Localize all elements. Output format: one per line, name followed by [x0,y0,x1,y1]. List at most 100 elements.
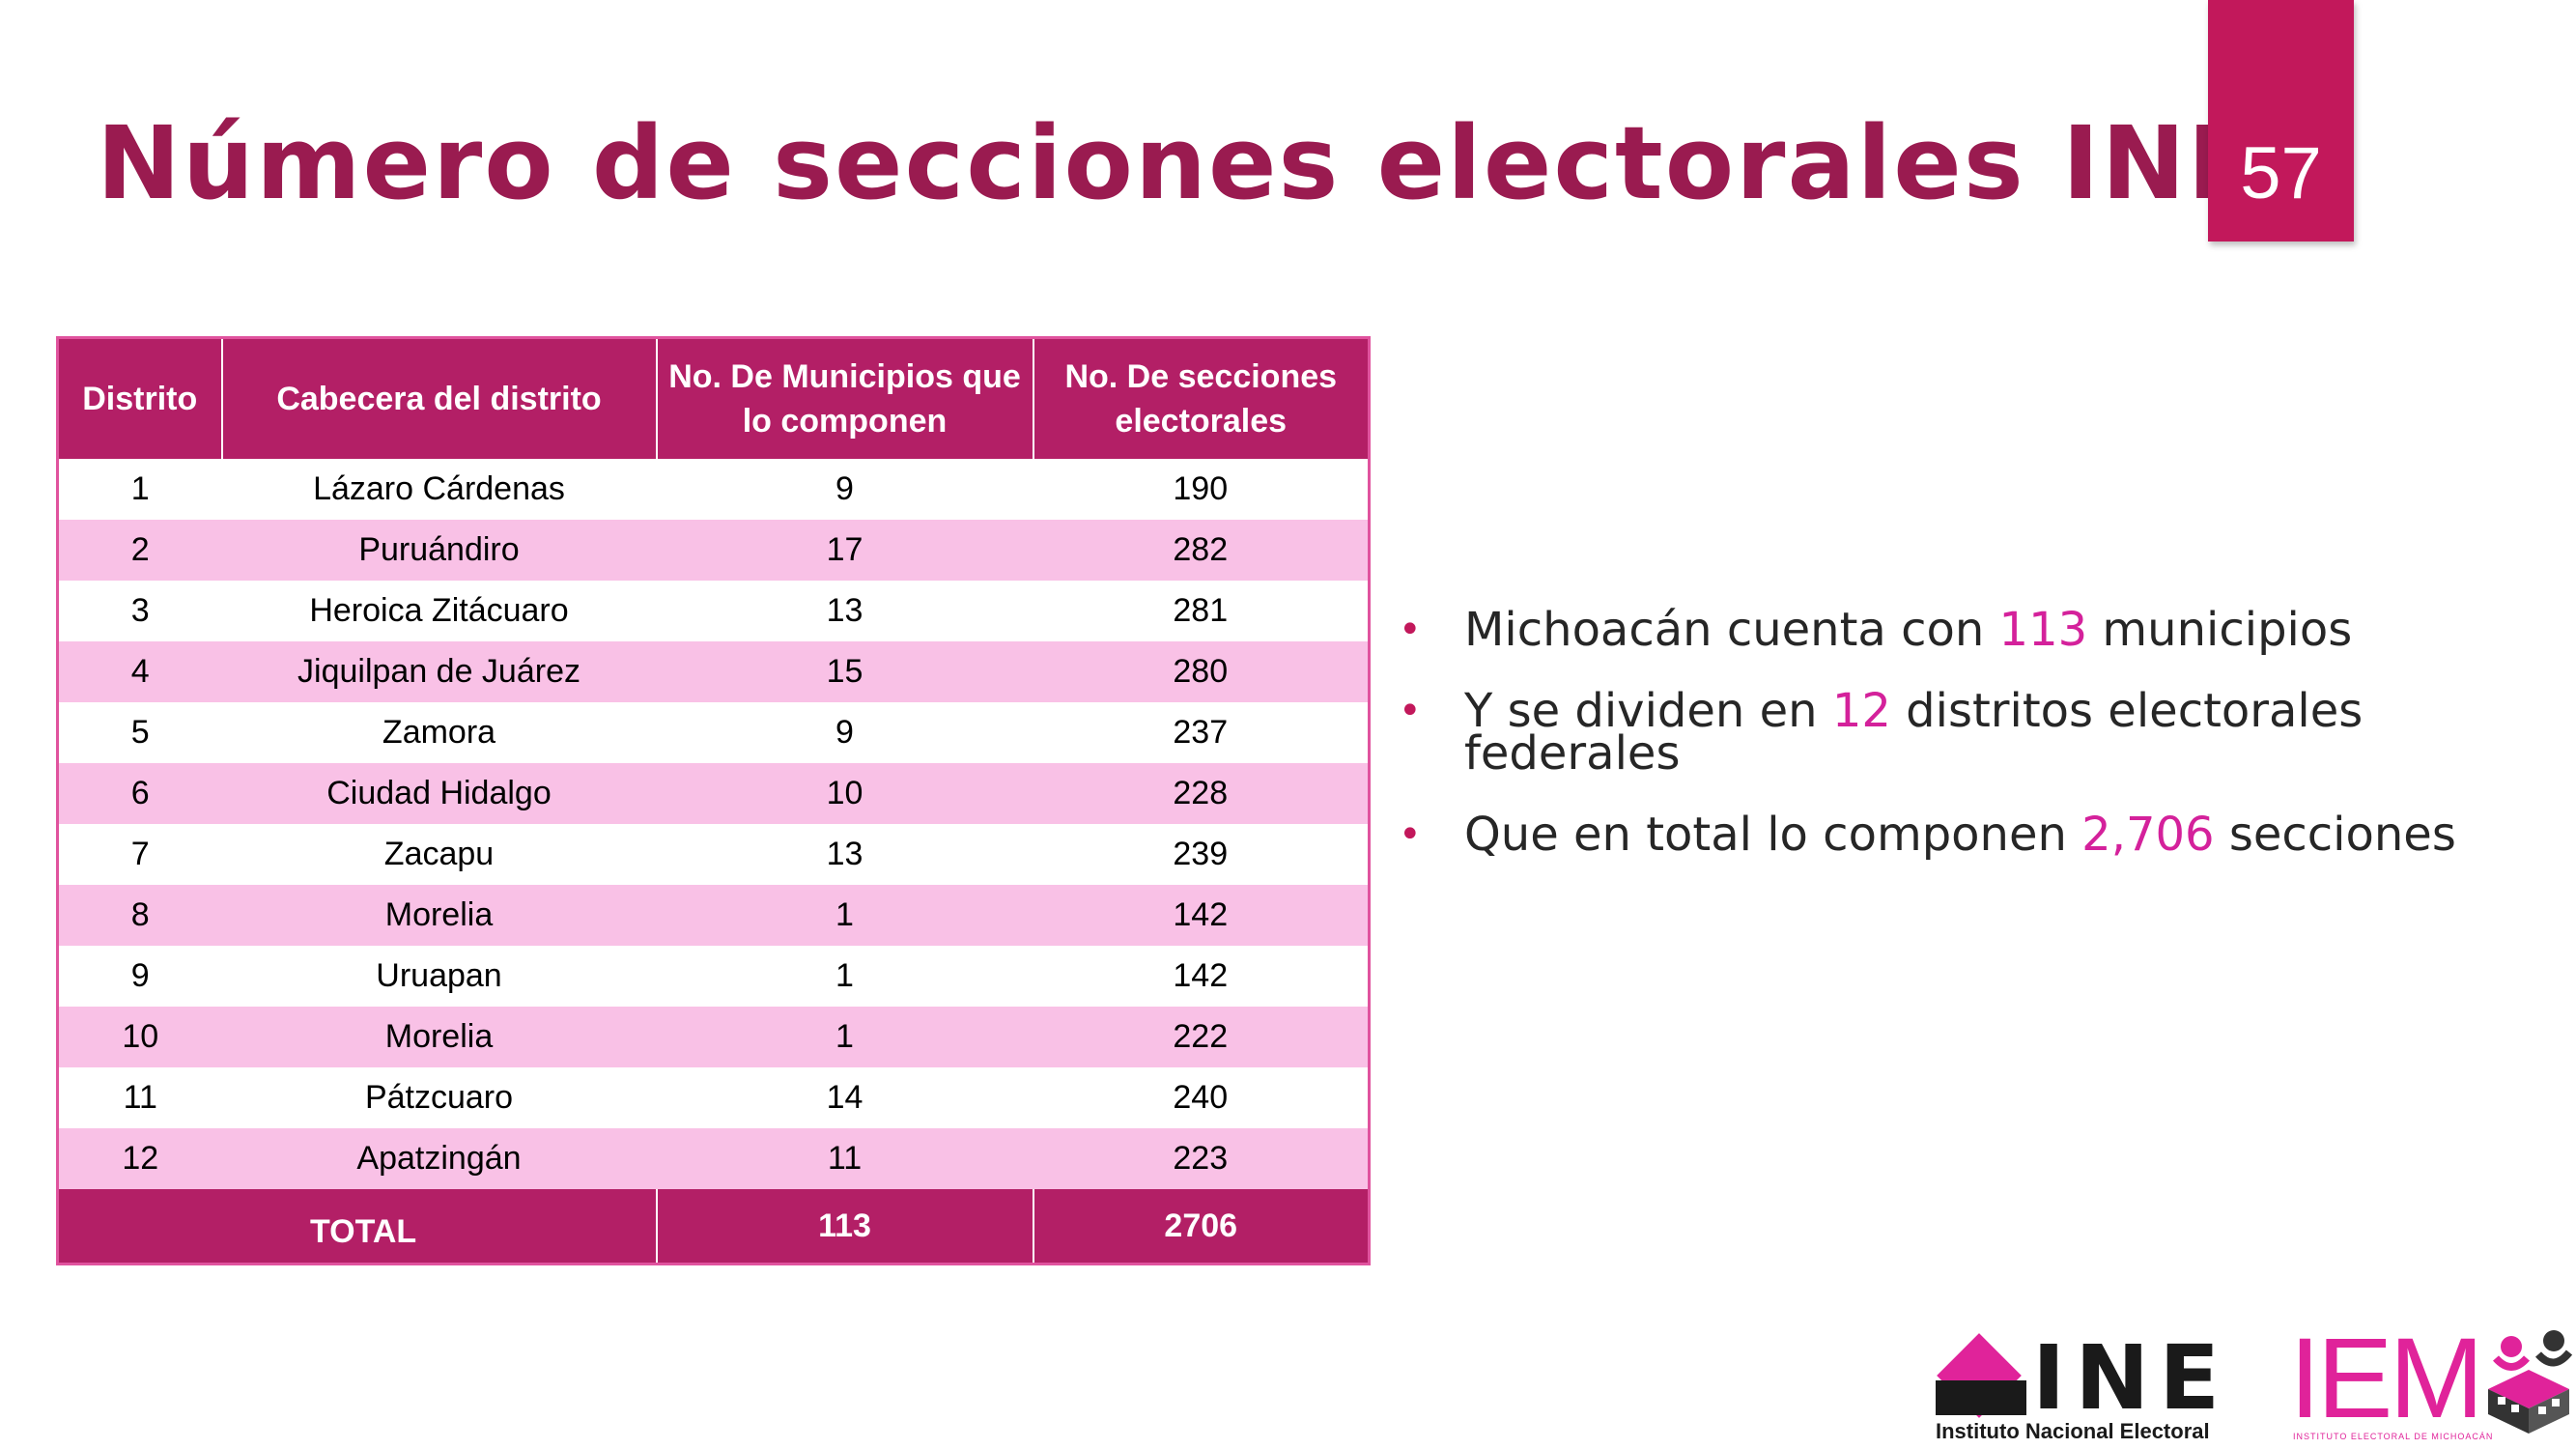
cell-cabecera: Lázaro Cárdenas [221,459,657,520]
bullet-highlight: 12 [1831,684,1891,738]
table-header-row: Distrito Cabecera del distrito No. De Mu… [57,337,1370,459]
cell-municipios: 1 [656,885,1033,946]
header-municipios-line1: No. De Municipios que [668,358,1021,395]
bullet-marker: • [1399,689,1422,733]
table-row: 6 Ciudad Hidalgo 10 228 [57,763,1370,824]
cell-cabecera: Apatzingán [221,1128,657,1189]
cell-distrito: 4 [57,641,222,702]
bullet-highlight: 2,706 [2081,808,2215,862]
cell-cabecera: Pátzcuaro [221,1067,657,1128]
cell-secciones: 223 [1033,1128,1370,1189]
cell-cabecera: Zamora [221,702,657,763]
cell-cabecera: Puruándiro [221,520,657,581]
districts-table: Distrito Cabecera del distrito No. De Mu… [56,336,1371,1265]
cell-municipios: 13 [656,581,1033,641]
iem-logo: IEM INSTITUTO ELECTORAL DE MICHOACÁN [2289,1321,2574,1445]
cell-distrito: 2 [57,520,222,581]
cell-municipios: 11 [656,1128,1033,1189]
bullet-text-before: Que en total lo componen [1464,808,2082,862]
cell-secciones: 222 [1033,1007,1370,1067]
cell-municipios: 1 [656,1007,1033,1067]
bullet-text-before: Michoacán cuenta con [1464,603,1999,657]
cell-distrito: 9 [57,946,222,1007]
table-row: 4 Jiquilpan de Juárez 15 280 [57,641,1370,702]
cell-distrito: 10 [57,1007,222,1067]
page-number: 57 [2240,132,2322,214]
cell-municipios: 1 [656,946,1033,1007]
cell-secciones: 239 [1033,824,1370,885]
cell-municipios: 9 [656,459,1033,520]
total-label: TOTAL [57,1189,658,1264]
table-row: 9 Uruapan 1 142 [57,946,1370,1007]
bullet-marker: • [1399,812,1422,857]
cell-distrito: 5 [57,702,222,763]
header-cabecera: Cabecera del distrito [221,337,658,459]
cell-secciones: 142 [1033,946,1370,1007]
header-secciones: No. De secciones electorales [1033,337,1370,459]
ine-logo-text: INE [2032,1326,2230,1430]
header-distrito: Distrito [57,337,223,459]
total-secciones: 2706 [1033,1189,1370,1264]
cell-cabecera: Morelia [221,885,657,946]
bullet-item: • Que en total lo componen 2,706 seccion… [1399,811,2538,858]
iem-logo-subtitle: INSTITUTO ELECTORAL DE MICHOACÁN [2293,1432,2494,1441]
cell-cabecera: Morelia [221,1007,657,1067]
bullet-marker: • [1399,608,1422,652]
cell-distrito: 8 [57,885,222,946]
header-municipios: No. De Municipios que lo componen [656,337,1034,459]
header-secciones-line2: electorales [1115,403,1288,440]
cell-cabecera: Jiquilpan de Juárez [221,641,657,702]
cell-distrito: 7 [57,824,222,885]
table-row: 5 Zamora 9 237 [57,702,1370,763]
cell-distrito: 3 [57,581,222,641]
cell-secciones: 280 [1033,641,1370,702]
table-total-row: TOTAL 113 2706 [57,1189,1370,1264]
cell-municipios: 17 [656,520,1033,581]
table-row: 7 Zacapu 13 239 [57,824,1370,885]
table-row: 2 Puruándiro 17 282 [57,520,1370,581]
cell-municipios: 13 [656,824,1033,885]
cell-municipios: 15 [656,641,1033,702]
table-row: 1 Lázaro Cárdenas 9 190 [57,459,1370,520]
cell-distrito: 11 [57,1067,222,1128]
table-row: 3 Heroica Zitácuaro 13 281 [57,581,1370,641]
cell-secciones: 237 [1033,702,1370,763]
cell-distrito: 6 [57,763,222,824]
table-row: 11 Pátzcuaro 14 240 [57,1067,1370,1128]
cell-cabecera: Zacapu [221,824,657,885]
cell-distrito: 1 [57,459,222,520]
bullet-item: • Y se dividen en 12 distritos electoral… [1399,688,2538,777]
table-row: 8 Morelia 1 142 [57,885,1370,946]
bullet-text-after: municipios [2087,603,2353,657]
bullet-highlight: 113 [1998,603,2088,657]
cell-municipios: 14 [656,1067,1033,1128]
cell-municipios: 9 [656,702,1033,763]
cell-cabecera: Uruapan [221,946,657,1007]
bullet-text-before: Y se dividen en [1464,684,1832,738]
cell-secciones: 281 [1033,581,1370,641]
bullet-item: • Michoacán cuenta con 113 municipios [1399,607,2538,653]
total-municipios: 113 [656,1189,1034,1264]
cell-secciones: 282 [1033,520,1370,581]
iem-logo-text: IEM [2289,1315,2484,1442]
header-secciones-line1: No. De secciones [1064,358,1338,395]
summary-bullets: • Michoacán cuenta con 113 municipios • … [1399,607,2538,895]
ine-logo-subtitle: Instituto Nacional Electoral [1936,1419,2210,1443]
bullet-text-after: distritos electorales federales [1464,684,2364,781]
cell-cabecera: Ciudad Hidalgo [221,763,657,824]
table-row: 10 Morelia 1 222 [57,1007,1370,1067]
cell-cabecera: Heroica Zitácuaro [221,581,657,641]
slide-title: Número de secciones electorales INE [97,104,2258,222]
cell-secciones: 142 [1033,885,1370,946]
cell-distrito: 12 [57,1128,222,1189]
ine-bar-icon [1936,1380,2026,1415]
cell-municipios: 10 [656,763,1033,824]
ine-logo: INE Instituto Nacional Electoral [1932,1330,2279,1444]
cell-secciones: 190 [1033,459,1370,520]
bullet-text-after: secciones [2214,808,2456,862]
header-municipios-line2: lo componen [742,403,948,440]
page-number-tab: 57 [2208,0,2354,242]
cell-secciones: 240 [1033,1067,1370,1128]
ballot-box-icon [2488,1330,2573,1434]
table-row: 12 Apatzingán 11 223 [57,1128,1370,1189]
